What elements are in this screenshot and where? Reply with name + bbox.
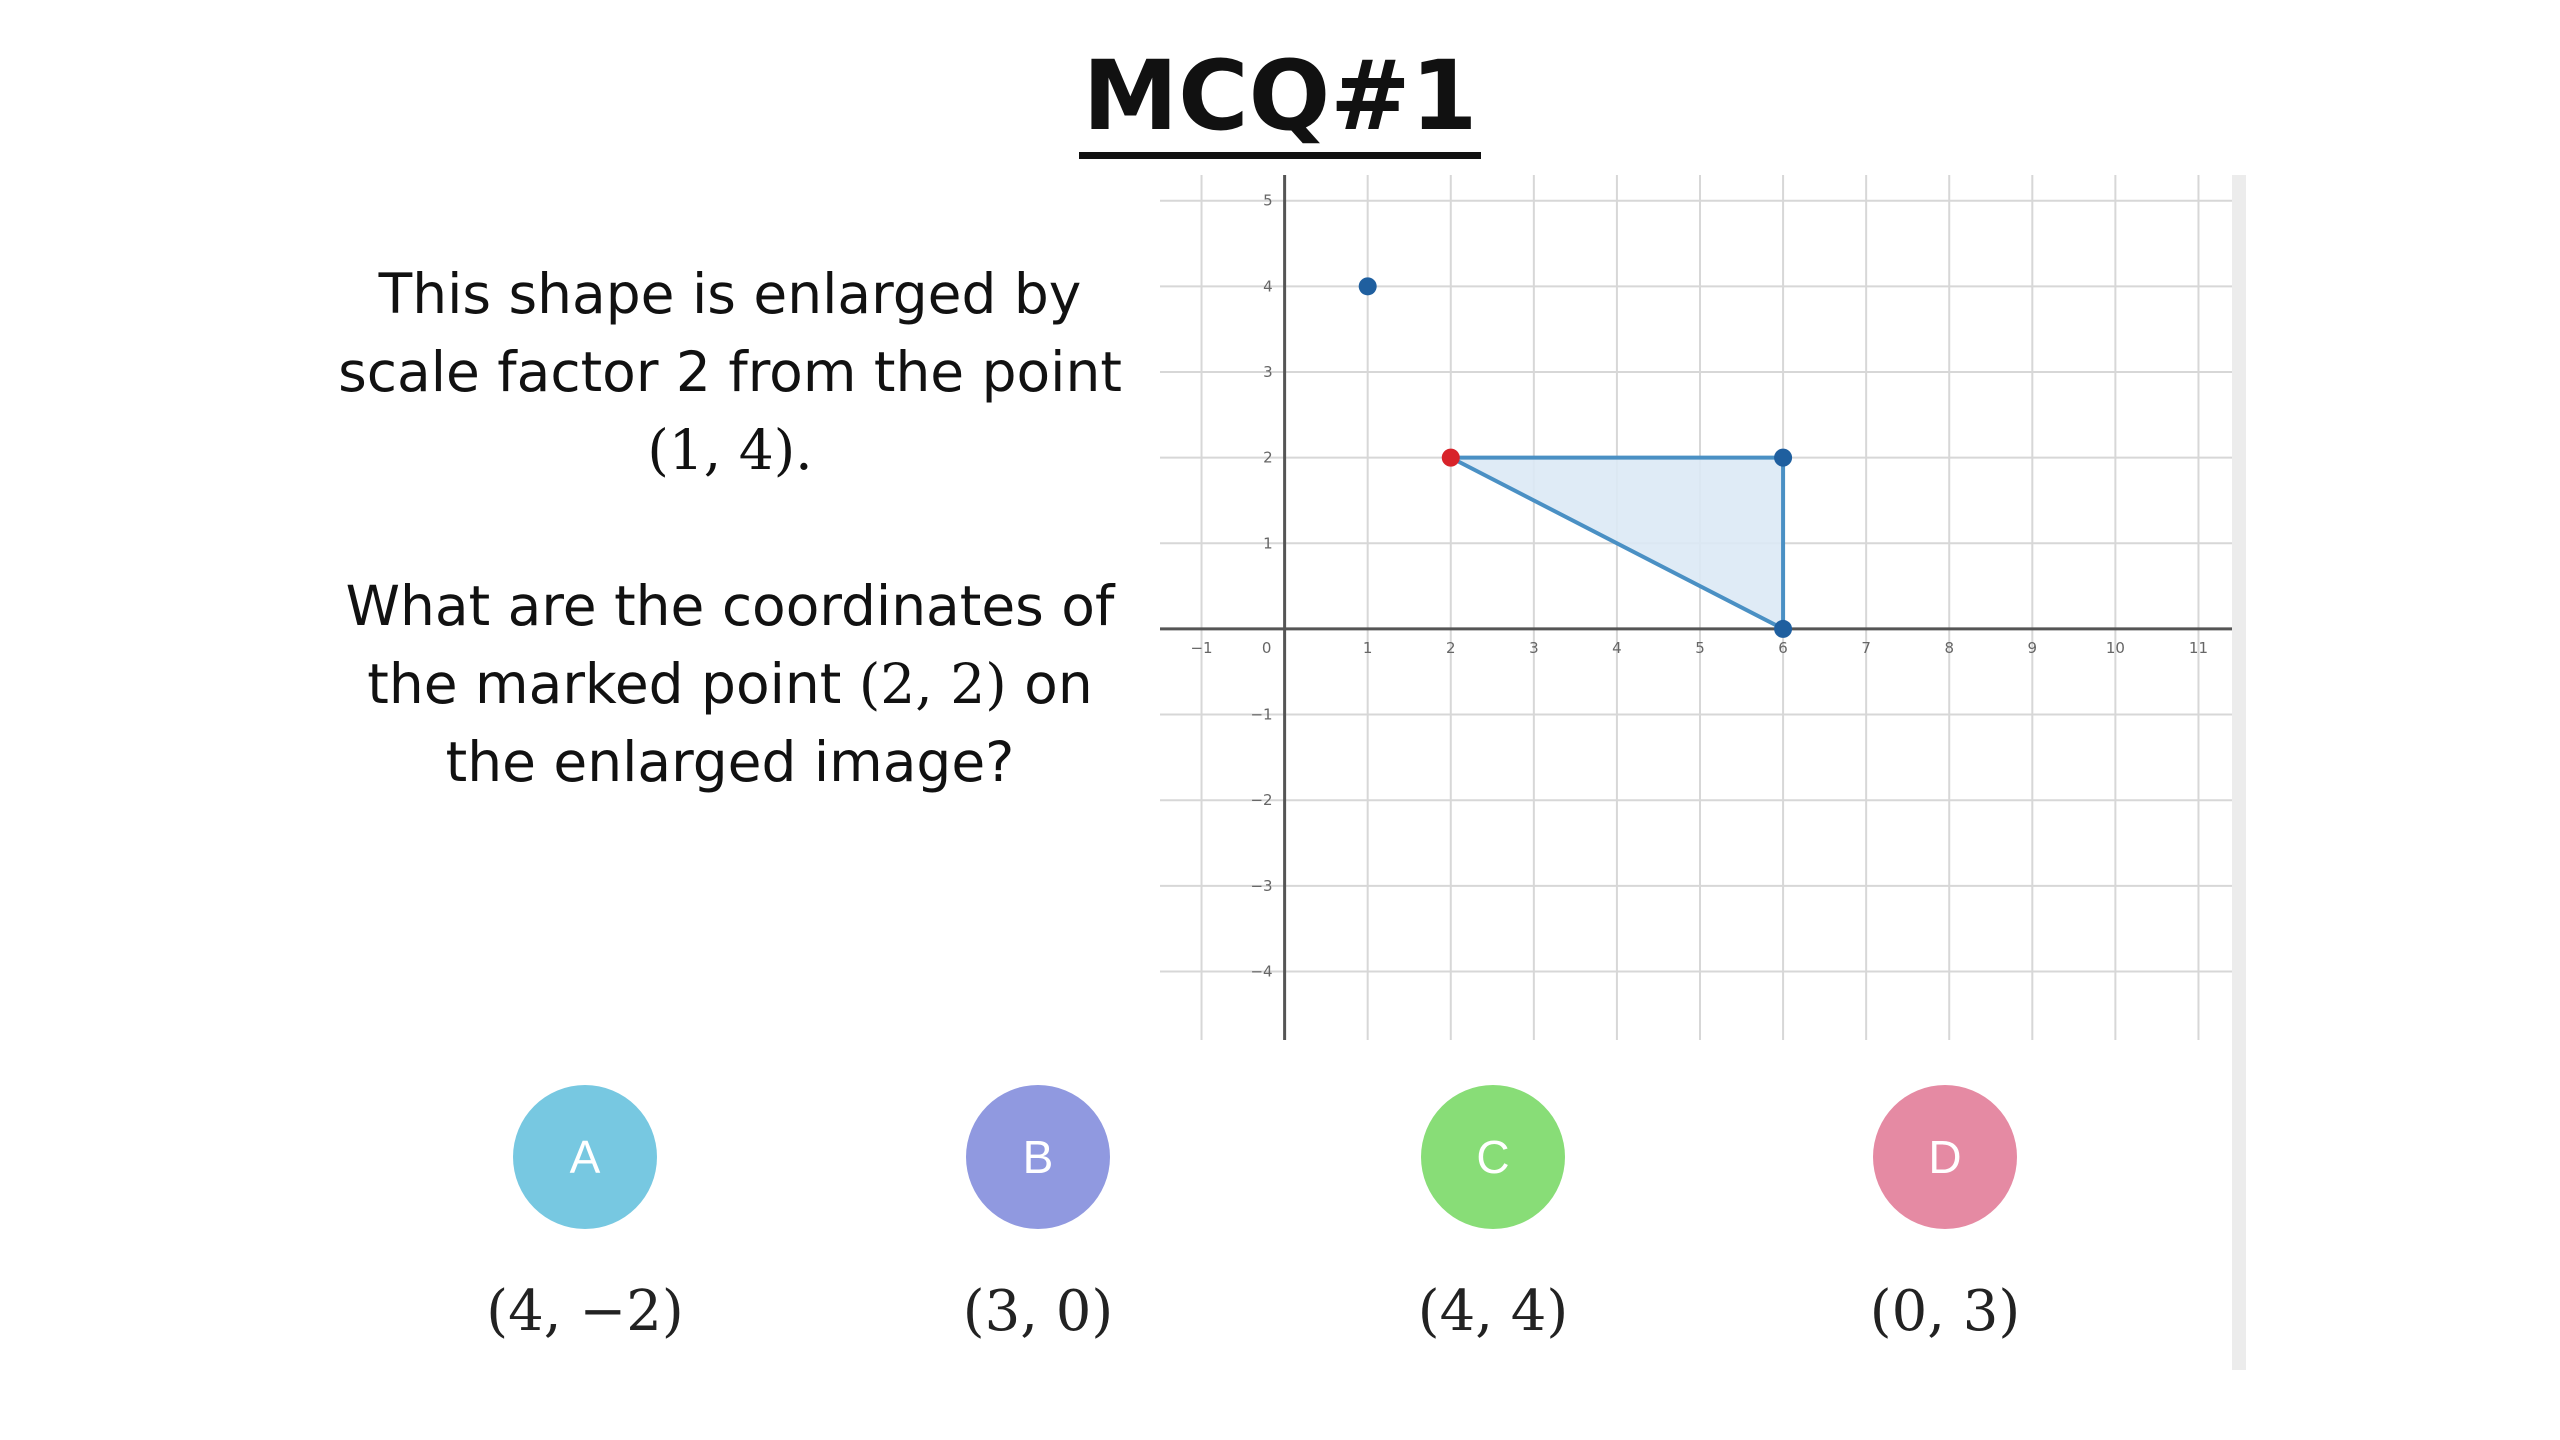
y-tick-label: 5	[1263, 192, 1273, 210]
question-part-2: What are the coordinates of the marked p…	[300, 567, 1160, 801]
question-line-prefix: the marked point	[367, 652, 842, 716]
x-tick-label: 11	[2189, 639, 2208, 657]
question-text: This shape is enlarged by scale factor 2…	[300, 255, 1160, 801]
y-tick-label: −1	[1250, 706, 1272, 724]
question-line-suffix: on	[1024, 652, 1093, 716]
y-tick-label: −4	[1250, 962, 1272, 980]
option-a[interactable]: A (4, −2)	[435, 1085, 735, 1344]
x-tick-label: 0	[1262, 639, 1272, 657]
x-tick-label: 5	[1695, 639, 1705, 657]
y-tick-label: 1	[1263, 534, 1273, 552]
option-b-button[interactable]: B	[966, 1085, 1110, 1229]
slide-title: MCQ#1	[0, 40, 2560, 159]
option-c-letter: C	[1476, 1131, 1510, 1183]
triangle-shape	[1449, 455, 1786, 633]
point-vertex	[1774, 448, 1793, 467]
x-tick-label: 4	[1612, 639, 1622, 657]
y-tick-label: 3	[1263, 363, 1273, 381]
x-tick-label: 10	[2106, 639, 2125, 657]
point-vertex	[1774, 619, 1793, 638]
y-tick-label: 4	[1263, 277, 1273, 295]
option-a-button[interactable]: A	[513, 1085, 657, 1229]
option-a-answer: (4, −2)	[486, 1279, 684, 1344]
option-c-button[interactable]: C	[1421, 1085, 1565, 1229]
question-part-1: This shape is enlarged by scale factor 2…	[300, 255, 1160, 489]
point-centre	[1358, 277, 1377, 296]
x-tick-label: 6	[1778, 639, 1788, 657]
option-c-answer: (4, 4)	[1417, 1279, 1569, 1344]
option-b-letter: B	[1022, 1131, 1054, 1183]
option-d-button[interactable]: D	[1873, 1085, 2017, 1229]
marked-point: (2, 2)	[858, 652, 1007, 716]
x-tick-label: 3	[1529, 639, 1539, 657]
option-b-answer: (3, 0)	[962, 1279, 1114, 1344]
option-d-letter: D	[1928, 1131, 1962, 1183]
side-scrollbar	[2232, 175, 2246, 1370]
y-tick-label: −3	[1250, 877, 1272, 895]
coordinate-graph: −1 0 1 2 3 4 5 6 7 8 9 10 11 5 4 3 2 1 −1 −2 −3 −4	[1160, 175, 2240, 1040]
option-b[interactable]: B (3, 0)	[888, 1085, 1188, 1344]
option-c[interactable]: C (4, 4)	[1343, 1085, 1643, 1344]
x-tick-label: 7	[1861, 639, 1871, 657]
option-a-letter: A	[569, 1131, 601, 1183]
graph-svg: −1 0 1 2 3 4 5 6 7 8 9 10 11 5 4 3 2 1 −1 −2 −3 −4	[1160, 175, 2240, 1040]
question-line: the enlarged image?	[445, 730, 1015, 794]
option-d[interactable]: D (0, 3)	[1795, 1085, 2095, 1344]
question-line: What are the coordinates of	[345, 574, 1115, 638]
x-tick-label: −1	[1190, 639, 1212, 657]
y-tick-label: 2	[1263, 449, 1273, 467]
question-line: scale factor 2 from the point	[338, 340, 1122, 404]
center-point: (1, 4).	[647, 418, 813, 482]
x-tick-label: 8	[1944, 639, 1954, 657]
x-tick-label: 1	[1363, 639, 1373, 657]
point-marked	[1441, 448, 1460, 467]
question-line: This shape is enlarged by	[378, 262, 1082, 326]
x-tick-label: 2	[1446, 639, 1456, 657]
x-tick-label: 9	[2028, 639, 2038, 657]
y-tick-label: −2	[1250, 791, 1272, 809]
option-d-answer: (0, 3)	[1869, 1279, 2021, 1344]
